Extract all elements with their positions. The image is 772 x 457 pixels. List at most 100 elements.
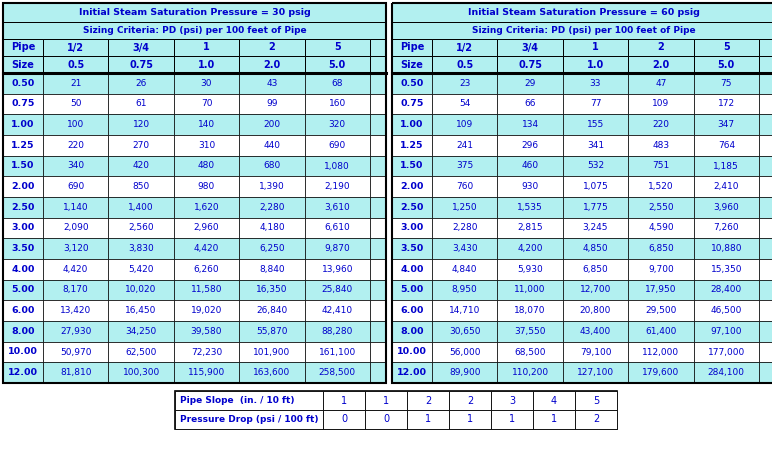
Bar bbox=[628, 176, 693, 197]
Bar bbox=[108, 218, 174, 239]
Text: 2: 2 bbox=[593, 414, 599, 425]
Text: 72,230: 72,230 bbox=[191, 347, 222, 356]
Text: 2,280: 2,280 bbox=[259, 203, 285, 212]
Text: 101,900: 101,900 bbox=[253, 347, 290, 356]
Bar bbox=[239, 197, 305, 218]
Bar bbox=[628, 39, 693, 56]
Text: 75: 75 bbox=[720, 79, 732, 88]
Bar bbox=[432, 239, 497, 259]
Text: 1.25: 1.25 bbox=[12, 141, 35, 150]
Bar bbox=[491, 410, 533, 429]
Text: 8.00: 8.00 bbox=[12, 327, 35, 336]
Text: 2.50: 2.50 bbox=[12, 203, 35, 212]
Text: 33: 33 bbox=[590, 79, 601, 88]
Text: 11,000: 11,000 bbox=[514, 286, 546, 294]
Text: 26,840: 26,840 bbox=[256, 306, 287, 315]
Text: 155: 155 bbox=[587, 120, 604, 129]
Bar bbox=[759, 73, 772, 94]
Bar bbox=[3, 321, 43, 342]
Bar bbox=[370, 114, 386, 135]
Text: 88,280: 88,280 bbox=[322, 327, 353, 336]
Bar bbox=[759, 114, 772, 135]
Text: 1,390: 1,390 bbox=[259, 182, 285, 191]
Bar bbox=[3, 218, 43, 239]
Bar bbox=[432, 39, 497, 56]
Text: 532: 532 bbox=[587, 161, 604, 170]
Text: 6,850: 6,850 bbox=[583, 265, 608, 274]
Text: 2,560: 2,560 bbox=[128, 223, 154, 233]
Bar bbox=[108, 197, 174, 218]
Bar bbox=[497, 300, 563, 321]
Bar bbox=[239, 73, 305, 94]
Bar bbox=[563, 259, 628, 280]
Bar bbox=[108, 239, 174, 259]
Bar bbox=[563, 176, 628, 197]
Text: 12,700: 12,700 bbox=[580, 286, 611, 294]
Bar bbox=[759, 135, 772, 156]
Text: 1/2: 1/2 bbox=[67, 43, 84, 53]
Bar bbox=[628, 156, 693, 176]
Text: 6,850: 6,850 bbox=[648, 244, 674, 253]
Text: 16,450: 16,450 bbox=[125, 306, 157, 315]
Text: Pipe: Pipe bbox=[11, 43, 36, 53]
Bar bbox=[43, 300, 108, 321]
Bar bbox=[174, 280, 239, 300]
Bar bbox=[432, 218, 497, 239]
Bar bbox=[693, 135, 759, 156]
Bar bbox=[497, 239, 563, 259]
Text: 5: 5 bbox=[723, 43, 730, 53]
Bar bbox=[43, 259, 108, 280]
Text: 340: 340 bbox=[67, 161, 84, 170]
Bar bbox=[108, 94, 174, 114]
Bar bbox=[759, 239, 772, 259]
Bar bbox=[759, 94, 772, 114]
Bar bbox=[108, 280, 174, 300]
Text: 760: 760 bbox=[456, 182, 473, 191]
Text: 3,610: 3,610 bbox=[324, 203, 350, 212]
Text: 177,000: 177,000 bbox=[708, 347, 745, 356]
Bar bbox=[305, 73, 370, 94]
Text: 3.00: 3.00 bbox=[401, 223, 424, 233]
Bar bbox=[239, 239, 305, 259]
Bar bbox=[491, 391, 533, 410]
Text: 5.0: 5.0 bbox=[329, 59, 346, 69]
Text: 18,070: 18,070 bbox=[514, 306, 546, 315]
Bar bbox=[370, 300, 386, 321]
Bar bbox=[305, 176, 370, 197]
Bar bbox=[392, 156, 432, 176]
Text: 1/2: 1/2 bbox=[456, 43, 473, 53]
Bar bbox=[174, 362, 239, 383]
Text: 10.00: 10.00 bbox=[8, 347, 38, 356]
Bar bbox=[693, 176, 759, 197]
Bar bbox=[305, 39, 370, 56]
Text: 100: 100 bbox=[67, 120, 84, 129]
Text: 4,590: 4,590 bbox=[648, 223, 674, 233]
Bar bbox=[3, 239, 43, 259]
Text: 100,300: 100,300 bbox=[123, 368, 160, 377]
Bar bbox=[43, 94, 108, 114]
Text: 1.25: 1.25 bbox=[400, 141, 424, 150]
Bar bbox=[239, 94, 305, 114]
Text: 460: 460 bbox=[522, 161, 539, 170]
Text: 2.00: 2.00 bbox=[401, 182, 424, 191]
Text: 26: 26 bbox=[135, 79, 147, 88]
Bar bbox=[239, 135, 305, 156]
Text: 5: 5 bbox=[593, 395, 599, 405]
Bar bbox=[432, 176, 497, 197]
Text: 29,500: 29,500 bbox=[645, 306, 676, 315]
Bar bbox=[43, 218, 108, 239]
Bar bbox=[174, 176, 239, 197]
Bar bbox=[365, 391, 407, 410]
Text: 220: 220 bbox=[67, 141, 84, 150]
Bar bbox=[305, 321, 370, 342]
Bar bbox=[432, 73, 497, 94]
Bar bbox=[693, 321, 759, 342]
Bar bbox=[3, 73, 43, 94]
Bar bbox=[497, 218, 563, 239]
Text: 3: 3 bbox=[509, 395, 515, 405]
Text: 10,020: 10,020 bbox=[125, 286, 157, 294]
Bar bbox=[563, 218, 628, 239]
Bar bbox=[497, 135, 563, 156]
Text: 1,620: 1,620 bbox=[194, 203, 219, 212]
Bar bbox=[563, 321, 628, 342]
